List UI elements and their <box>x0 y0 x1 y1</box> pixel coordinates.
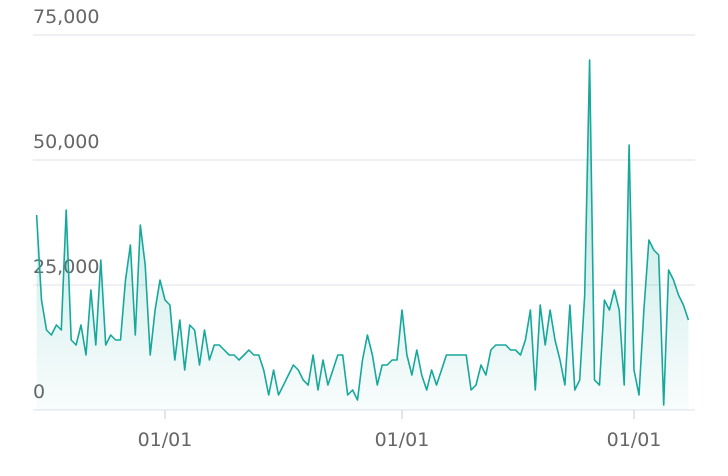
y-tick-label: 50,000 <box>33 131 99 153</box>
x-tick-label: 01/01 <box>607 429 662 451</box>
x-tick-label: 01/01 <box>375 429 430 451</box>
x-tick-label: 01/01 <box>138 429 193 451</box>
line <box>35 59 690 406</box>
y-tick-label: 75,000 <box>33 6 99 28</box>
